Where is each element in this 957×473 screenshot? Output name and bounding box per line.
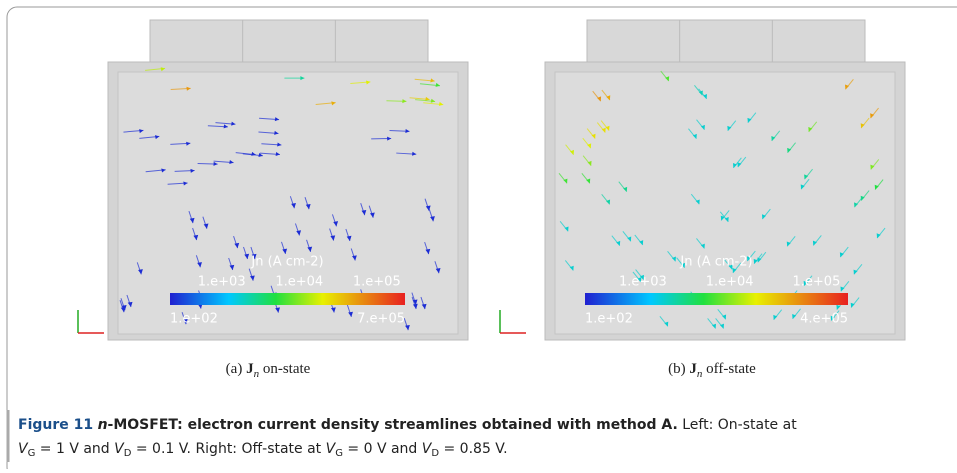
subcaption-a: (a) Jn on-state [226,361,311,381]
colorbar-tick: 1.e+03 [198,275,246,290]
caption-segment: G [335,448,343,459]
colorbar-max: 4.e+05 [800,312,848,327]
colorbar-title: Jn (A cm-2) [679,255,752,270]
colorbar-tick: 1.e+04 [275,275,323,290]
colorbar-tick: 1.e+05 [353,275,401,290]
colorbar-tick: 1.e+04 [706,275,754,290]
colorbar-tick: 1.e+03 [619,275,667,290]
caption-segment: = 1 V and [35,441,114,457]
colorbar-min: 1.e+02 [170,312,218,327]
caption-segment: = 0 V and [343,441,422,457]
caption-segment: G [28,448,36,459]
colorbar-tick: 1.e+05 [793,275,841,290]
colorbar [585,293,848,305]
device-contacts [587,20,865,64]
caption-segment: = 0.1 V. Right: Off-state at [131,441,325,457]
caption-body: VG = 1 V and VD = 0.1 V. Right: Off-stat… [18,441,508,459]
device-contacts [150,20,428,64]
colorbar-max: 7.e+05 [357,312,405,327]
colorbar-title: Jn (A cm-2) [250,255,323,270]
subcaption-b: (b) Jn off-state [668,361,756,381]
colorbar-min: 1.e+02 [585,312,633,327]
colorbar [170,293,405,305]
caption-segment: = 0.85 V. [439,441,507,457]
caption-title: Figure 11 n-MOSFET: electron current den… [18,417,797,433]
